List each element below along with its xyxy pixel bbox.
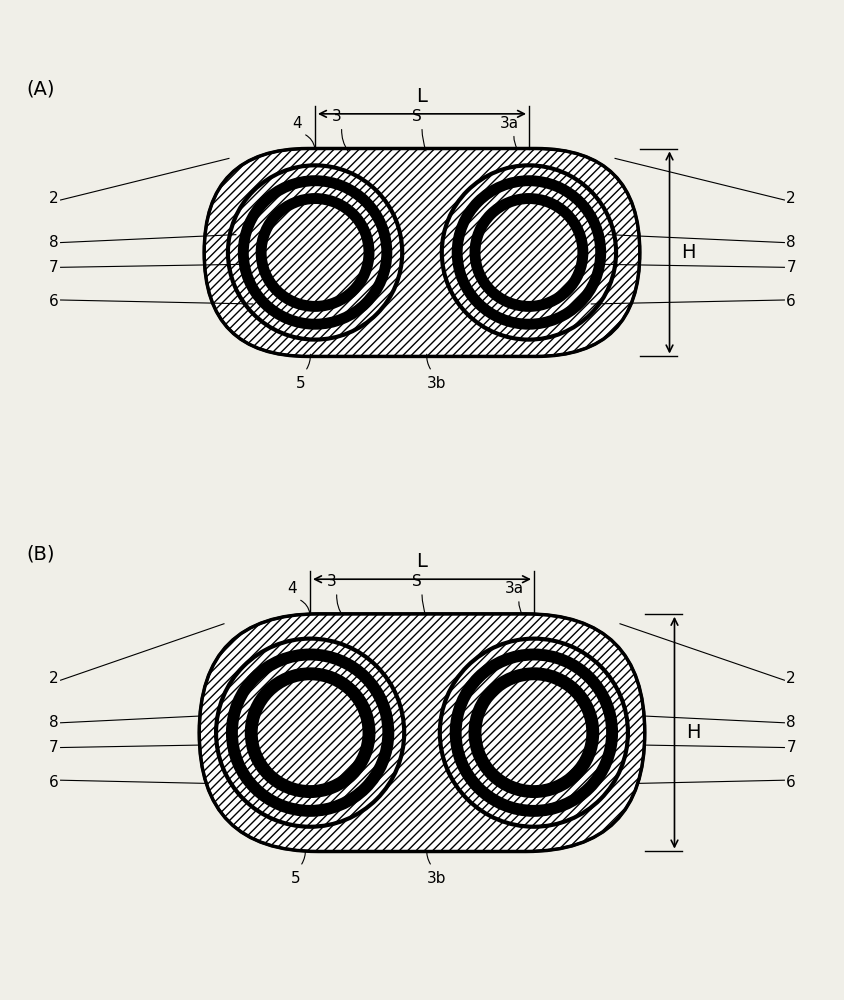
Text: H: H <box>686 723 701 742</box>
Text: 8: 8 <box>49 235 58 250</box>
Ellipse shape <box>248 185 382 320</box>
Text: 3b: 3b <box>427 376 446 391</box>
Text: 5: 5 <box>295 376 305 391</box>
Text: 8: 8 <box>787 715 796 730</box>
FancyBboxPatch shape <box>204 149 640 356</box>
Ellipse shape <box>257 679 364 786</box>
Ellipse shape <box>245 667 376 798</box>
Ellipse shape <box>452 175 606 330</box>
Ellipse shape <box>216 639 404 827</box>
Text: 2: 2 <box>49 191 58 206</box>
Ellipse shape <box>468 667 599 798</box>
Ellipse shape <box>266 203 365 302</box>
Text: 5: 5 <box>290 871 300 886</box>
Ellipse shape <box>237 659 383 806</box>
Ellipse shape <box>469 193 588 312</box>
Text: 2: 2 <box>49 671 58 686</box>
Text: (B): (B) <box>26 545 55 564</box>
Ellipse shape <box>238 175 392 330</box>
Text: 3: 3 <box>327 574 337 589</box>
Text: L: L <box>417 87 427 106</box>
Text: 2: 2 <box>787 671 796 686</box>
Text: 3a: 3a <box>500 116 519 131</box>
Ellipse shape <box>462 185 596 320</box>
Ellipse shape <box>479 203 578 302</box>
Text: 7: 7 <box>49 740 58 755</box>
Ellipse shape <box>461 659 607 806</box>
Ellipse shape <box>226 649 394 817</box>
Text: 7: 7 <box>49 260 58 275</box>
Text: 7: 7 <box>787 740 796 755</box>
Text: 6: 6 <box>49 775 58 790</box>
Ellipse shape <box>480 679 587 786</box>
Ellipse shape <box>450 649 618 817</box>
Text: 3a: 3a <box>505 581 523 596</box>
Text: 6: 6 <box>787 294 796 309</box>
Text: 8: 8 <box>49 715 58 730</box>
Text: 4: 4 <box>292 116 302 131</box>
FancyBboxPatch shape <box>199 614 645 851</box>
Text: 7: 7 <box>787 260 796 275</box>
Text: H: H <box>681 243 696 262</box>
FancyBboxPatch shape <box>199 614 645 851</box>
FancyBboxPatch shape <box>204 149 640 356</box>
Ellipse shape <box>228 165 403 340</box>
Text: L: L <box>417 552 427 571</box>
Text: 6: 6 <box>49 294 58 309</box>
Text: 3b: 3b <box>427 871 446 886</box>
Ellipse shape <box>441 165 616 340</box>
Text: 3: 3 <box>332 109 342 124</box>
Text: 6: 6 <box>787 775 796 790</box>
Ellipse shape <box>440 639 628 827</box>
Text: S: S <box>412 109 422 124</box>
Ellipse shape <box>256 193 375 312</box>
Text: 4: 4 <box>288 581 297 596</box>
Text: 2: 2 <box>787 191 796 206</box>
Text: (A): (A) <box>26 79 55 98</box>
Text: S: S <box>412 574 422 589</box>
Text: 8: 8 <box>787 235 796 250</box>
